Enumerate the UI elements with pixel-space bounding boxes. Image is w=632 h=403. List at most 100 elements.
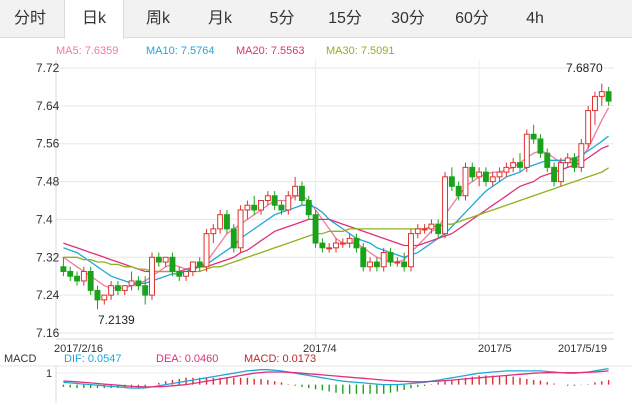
candle [408,228,414,272]
ma-legend-item: MA10: 7.5764 [146,45,215,57]
candle [544,148,551,173]
candle [251,195,258,215]
tab-2[interactable]: 日k [64,0,124,39]
candle [496,167,503,182]
candle [230,224,237,253]
y-tick-label: 7.72 [36,61,60,75]
candle [414,224,421,239]
candle [462,162,469,201]
candle [271,191,278,210]
candle [74,271,80,286]
tab-6[interactable]: 15分 [328,10,362,27]
candle [380,247,387,272]
candle [258,200,264,215]
candle [94,285,101,310]
price-grid [55,60,614,340]
candle [305,195,312,220]
candle [217,209,224,234]
period-tab-bar: 分时 日k 周k 月k 5分 15分 30分 60分 4h [0,0,632,39]
macd-panel: MACD DIF: 0.0547 DEA: 0.0460 MACD: 0.0173 1 [0,353,632,403]
candle [60,257,67,277]
ma-legend-item: MA20: 7.5563 [236,45,305,57]
tab-5[interactable]: 5分 [269,10,295,27]
candle [394,257,401,267]
candle [448,167,455,192]
candle [196,257,203,272]
candle [80,266,87,286]
tab-8[interactable]: 60分 [455,10,489,27]
candle [237,205,244,253]
candle [264,191,271,206]
candle [319,238,326,253]
candle [367,257,374,272]
candle [373,257,380,272]
candle [523,129,530,173]
y-tick-label: 7.48 [36,175,60,189]
candle [203,228,210,272]
candle [360,243,367,272]
candle [482,167,489,187]
candle [155,252,162,267]
candle [346,233,353,248]
tab-7[interactable]: 30分 [391,10,425,27]
candle [442,172,448,239]
candle [428,219,435,234]
candle [510,157,517,173]
candle [135,276,142,291]
candle [421,224,428,234]
y-tick-label: 7.32 [36,250,60,264]
candle [278,200,285,215]
y-tick-label: 7.4 [36,212,53,226]
y-tick-label: 7.16 [36,326,60,340]
candle [578,138,585,173]
candle [476,167,483,187]
candle [114,280,121,296]
x-tick-label: 2017/4 [303,343,337,355]
candle [455,181,462,201]
candle [326,243,333,253]
candle [312,209,319,248]
candle [387,247,394,267]
candle [285,191,292,215]
candle [585,105,592,149]
candle [189,261,196,277]
x-tick-label: 2017/5 [478,343,512,355]
y-tick-label: 7.24 [36,288,60,302]
candle [108,280,115,300]
candle [339,238,346,248]
candle [121,285,128,296]
candle [244,200,251,220]
price-annotations: 7.6870 7.2139 [98,61,603,327]
candle [101,294,108,305]
y-tick-label: 7.56 [36,137,60,151]
candle [469,162,476,182]
tab-1[interactable]: 分时 [13,10,46,27]
candle [489,172,496,187]
x-tick-label: 2017/2/16 [54,343,103,355]
candle [551,162,558,187]
tab-3[interactable]: 周k [145,10,170,27]
candle [333,238,339,253]
candle [401,252,408,272]
candle [183,270,190,281]
macd-legend-item: DEA: 0.0460 [156,353,218,365]
candle [224,209,230,234]
candle [503,162,510,177]
macd-legend-item: DIF: 0.0547 [64,353,121,365]
candle [67,266,74,281]
tab-4[interactable]: 月k [207,10,232,27]
low-price-label: 7.2139 [98,313,135,327]
candlesticks [60,83,612,310]
candle [149,252,155,300]
macd-legend-item: MACD: 0.0173 [244,353,316,365]
candle [87,266,94,296]
candle [142,276,149,305]
candle [298,181,305,206]
candle [435,219,442,239]
tab-9[interactable]: 4h [526,10,544,27]
macd-y-tick-label: 1 [46,368,52,380]
x-tick-label: 2017/5/19 [558,343,607,355]
candle [605,86,612,106]
candle [353,233,360,253]
